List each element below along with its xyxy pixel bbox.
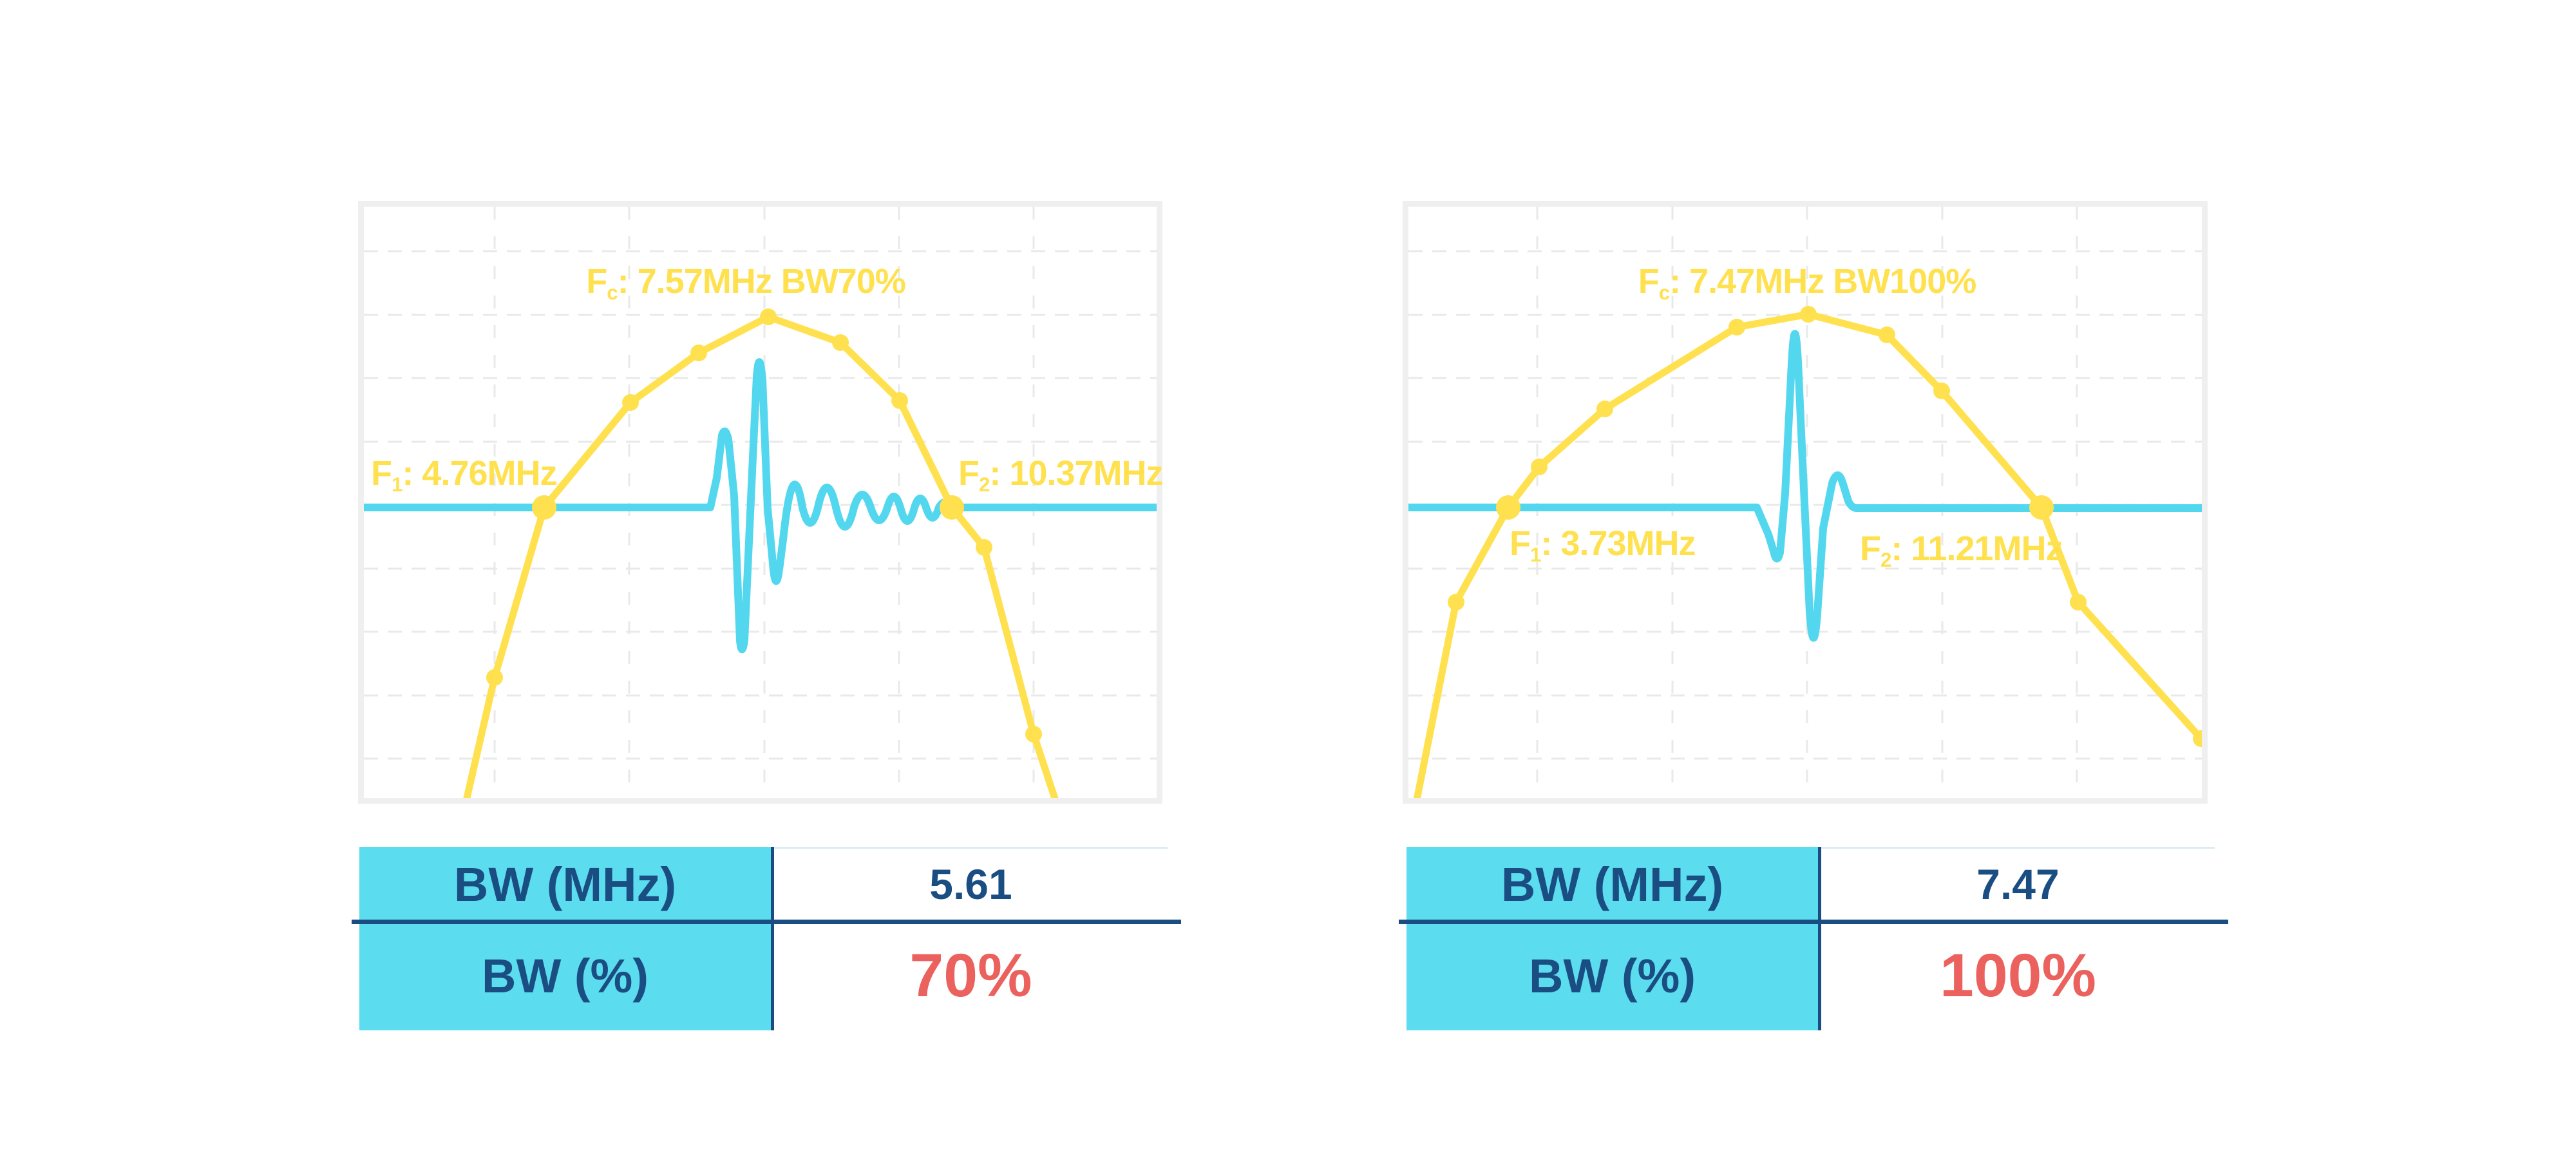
annotation-f1-left: F1: 4.76MHz bbox=[371, 454, 558, 497]
table-row-divider bbox=[1399, 920, 2228, 924]
annotation-fc-right: Fc: 7.47MHz BW100% bbox=[1638, 262, 1977, 305]
spectrum-marker bbox=[976, 539, 992, 556]
spectrum-marker bbox=[1933, 383, 1950, 399]
pulse-waveform bbox=[1408, 330, 2202, 642]
annotation-f2-left: F2: 10.37MHz bbox=[958, 454, 1164, 497]
spectrum-marker bbox=[2193, 730, 2202, 747]
cutoff-marker bbox=[2029, 495, 2054, 520]
spectrum-marker bbox=[486, 669, 503, 686]
annotation-text: : 7.47MHz BW100% bbox=[1669, 262, 1976, 301]
spectrum-marker bbox=[832, 334, 849, 351]
annotation-subscript: c bbox=[1658, 281, 1670, 305]
annotation-text: F bbox=[1638, 262, 1660, 301]
annotation-subscript: c bbox=[607, 281, 618, 305]
annotation-fc-left: Fc: 7.57MHz BW70% bbox=[586, 262, 906, 305]
spectrum-curve bbox=[463, 313, 1059, 798]
chart-plot-right bbox=[1408, 207, 2202, 798]
table-top-rule bbox=[774, 847, 1168, 849]
spectrum-marker bbox=[1448, 594, 1464, 610]
table-top-rule bbox=[1821, 847, 2215, 849]
cutoff-marker bbox=[532, 495, 556, 520]
spectrum-marker bbox=[1596, 401, 1613, 417]
annotation-text: F bbox=[1510, 524, 1531, 563]
pulse-waveform bbox=[364, 358, 1157, 654]
bw-table-right: BW (MHz) BW (%) 7.47 100% bbox=[1399, 847, 2228, 1030]
table-value-bw-mhz: 5.61 bbox=[929, 860, 1012, 908]
spectrum-curve bbox=[1413, 310, 2202, 798]
table-row-label: BW (%) bbox=[359, 922, 771, 1030]
table-row-divider bbox=[352, 920, 1181, 924]
spectrum-marker bbox=[760, 308, 777, 325]
spectrum-marker bbox=[690, 345, 707, 361]
annotation-text: F bbox=[371, 454, 392, 493]
spectrum-marker bbox=[622, 394, 639, 411]
annotation-text: F bbox=[1860, 529, 1881, 568]
spectrum-marker bbox=[1531, 459, 1548, 475]
spectrum-marker bbox=[1879, 326, 1895, 343]
annotation-subscript: 1 bbox=[1530, 544, 1541, 567]
chart-plot-left bbox=[364, 207, 1157, 798]
spectrum-marker bbox=[1728, 319, 1745, 336]
table-value-bw-mhz: 7.47 bbox=[1976, 860, 2060, 908]
annotation-text: F bbox=[586, 262, 607, 301]
annotation-text: : 3.73MHz bbox=[1540, 524, 1696, 563]
annotation-text: : 10.37MHz bbox=[989, 454, 1163, 493]
table-value-bw-pct: 70% bbox=[909, 941, 1032, 1010]
annotation-text: : 4.76MHz bbox=[402, 454, 557, 493]
annotation-text: : 7.57MHz BW70% bbox=[617, 262, 906, 301]
annotation-f1-right: F1: 3.73MHz bbox=[1510, 526, 1696, 565]
spectrum-marker bbox=[1800, 306, 1817, 323]
spectrum-marker bbox=[2070, 594, 2087, 610]
table-row-label: BW (MHz) bbox=[359, 847, 771, 922]
annotation-text: : 11.21MHz bbox=[1891, 529, 2063, 568]
table-row-label: BW (MHz) bbox=[1406, 847, 1818, 922]
table-column-divider bbox=[1818, 847, 1821, 1030]
annotation-subscript: 1 bbox=[392, 473, 402, 497]
bw-table-left: BW (MHz) BW (%) 5.61 70% bbox=[352, 847, 1181, 1030]
annotation-text: F bbox=[958, 454, 980, 493]
spectrum-marker bbox=[1025, 726, 1042, 743]
cutoff-marker bbox=[940, 495, 964, 520]
annotation-f2-right: F2: 11.21MHz bbox=[1860, 531, 2063, 570]
spectrum-marker bbox=[891, 392, 908, 409]
table-row-label: BW (%) bbox=[1406, 922, 1818, 1030]
annotation-subscript: 2 bbox=[979, 473, 990, 497]
table-value-bw-pct: 100% bbox=[1940, 941, 2096, 1010]
cutoff-marker bbox=[1496, 495, 1520, 520]
annotation-subscript: 2 bbox=[1880, 549, 1891, 572]
table-column-divider bbox=[771, 847, 774, 1030]
